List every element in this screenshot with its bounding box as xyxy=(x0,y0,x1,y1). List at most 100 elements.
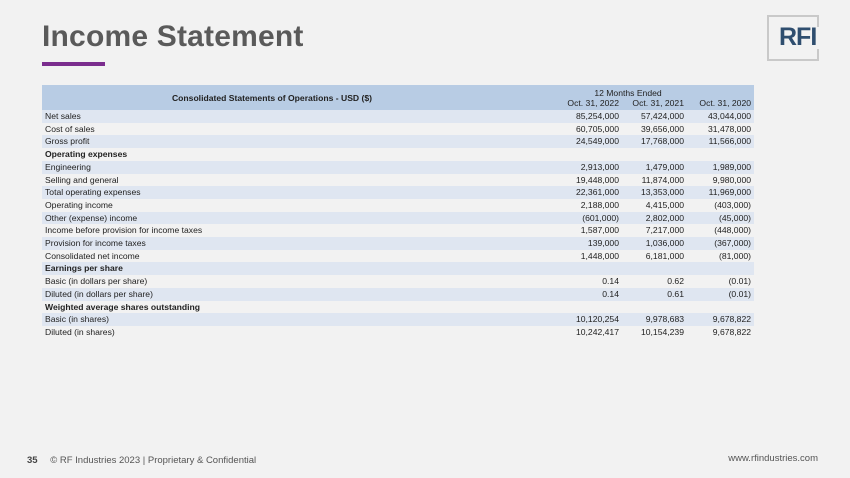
row-value xyxy=(622,262,687,276)
table-row: Income before provision for income taxes… xyxy=(42,224,754,237)
row-value: 43,044,000 xyxy=(687,110,755,123)
table-row: Cost of sales 60,705,000 39,656,000 31,478,… xyxy=(42,123,754,136)
section-header-row: Operating expenses xyxy=(42,148,754,161)
row-value: 57,424,000 xyxy=(622,110,687,123)
table-row: Net sales 85,254,000 57,424,000 43,044,000 xyxy=(42,110,755,123)
rfi-logo: RFI xyxy=(767,15,819,61)
row-value: 0.14 xyxy=(502,287,622,301)
section-header-row: Earnings per share xyxy=(42,262,755,276)
table-row: Basic (in dollars per share) 0.14 0.62 (0.0… xyxy=(42,275,754,288)
copyright-text: © RF Industries 2023 | Proprietary & Con… xyxy=(50,455,257,466)
row-value xyxy=(622,301,687,314)
page-title: Income Statement xyxy=(42,20,304,53)
row-value: 9,678,822 xyxy=(712,326,752,337)
section-header-row: Weighted average shares outstanding xyxy=(42,301,754,314)
title-underline xyxy=(42,62,105,66)
row-label: Cost of sales xyxy=(45,123,95,134)
row-value: 10,154,239 xyxy=(640,326,684,337)
row-value: 11,566,000 xyxy=(687,135,755,149)
column-header-date: Oct. 31, 2020 xyxy=(687,97,755,110)
row-value xyxy=(622,148,687,161)
row-value: 9,678,822 xyxy=(687,313,755,326)
row-value: 60,705,000 xyxy=(575,123,619,134)
row-value: 1,989,000 xyxy=(687,160,755,174)
row-value: 0.14 xyxy=(602,276,619,287)
column-header-date: Oct. 31, 2022 xyxy=(502,97,622,110)
row-value: 9,980,000 xyxy=(712,174,752,185)
row-value xyxy=(502,301,622,314)
logo-text: RFI xyxy=(779,23,817,51)
row-label: Earnings per share xyxy=(42,262,502,276)
row-value: 2,913,000 xyxy=(502,160,622,174)
row-value xyxy=(687,262,755,276)
row-value: 24,549,000 xyxy=(502,135,622,149)
row-value: (367,000) xyxy=(687,237,755,250)
table-row: Provision for income taxes 139,000 1,036,0… xyxy=(42,237,755,250)
row-value: 39,656,000 xyxy=(640,123,684,134)
row-label: Net sales xyxy=(42,110,502,123)
table-row: Selling and general 19,448,000 11,874,000 9… xyxy=(42,174,754,187)
column-header-date: Oct. 31, 2021 xyxy=(622,97,687,110)
row-label: Gross profit xyxy=(42,135,502,149)
row-value: 10,120,254 xyxy=(502,313,622,326)
row-value: (45,000) xyxy=(687,211,755,225)
row-label: Income before provision for income taxes xyxy=(45,225,203,236)
income-statement-table: Consolidated Statements of Operations - … xyxy=(42,85,755,339)
row-value: 2,802,000 xyxy=(622,211,687,225)
table-row: Other (expense) income (601,000) 2,802,000… xyxy=(42,211,755,225)
row-label: Basic (in dollars per share) xyxy=(45,276,148,287)
table-row: Diluted (in shares) 10,242,417 10,154,239 9… xyxy=(42,326,754,339)
row-value: (601,000) xyxy=(502,211,622,225)
table-row: Engineering 2,913,000 1,479,000 1,989,000 xyxy=(42,160,755,174)
row-value: 13,353,000 xyxy=(622,186,687,199)
row-label: Engineering xyxy=(42,160,502,174)
website-url: www.rfindustries.com xyxy=(728,453,818,464)
row-label: Operating expenses xyxy=(45,149,128,160)
row-value: 17,768,000 xyxy=(622,135,687,149)
table-header-title: Consolidated Statements of Operations - … xyxy=(42,85,502,110)
footer-left: 35 © RF Industries 2023 | Proprietary & … xyxy=(27,455,256,466)
row-value: 0.61 xyxy=(622,287,687,301)
row-label: Selling and general xyxy=(45,174,119,185)
table-body: Net sales 85,254,000 57,424,000 43,044,000 C… xyxy=(42,110,755,339)
row-label: Diluted (in shares) xyxy=(45,326,115,337)
row-label: Other (expense) income xyxy=(42,211,502,225)
row-label: Consolidated net income xyxy=(45,250,140,261)
row-value: 1,479,000 xyxy=(622,160,687,174)
row-value: 6,181,000 xyxy=(645,250,684,261)
row-value xyxy=(687,148,754,161)
row-label: Operating income xyxy=(45,199,113,210)
table-header-period: 12 Months Ended xyxy=(502,85,755,98)
row-value: 9,978,683 xyxy=(622,313,687,326)
row-label: Weighted average shares outstanding xyxy=(45,301,201,312)
row-label: Basic (in shares) xyxy=(42,313,502,326)
row-value: (81,000) xyxy=(719,250,752,261)
row-value: (0.01) xyxy=(687,287,755,301)
row-value: 0.62 xyxy=(667,276,684,287)
row-label: Diluted (in dollars per share) xyxy=(42,287,502,301)
row-value: 2,188,000 xyxy=(580,199,619,210)
table-row: Gross profit 24,549,000 17,768,000 11,566,0… xyxy=(42,135,755,149)
table-row: Diluted (in dollars per share) 0.14 0.61 (0… xyxy=(42,287,755,301)
table-row: Consolidated net income 1,448,000 6,181,00… xyxy=(42,250,754,263)
row-value: 10,242,417 xyxy=(575,326,619,337)
row-value xyxy=(502,148,622,161)
row-value: 139,000 xyxy=(502,237,622,250)
row-value: 1,587,000 xyxy=(580,225,619,236)
row-label: Provision for income taxes xyxy=(42,237,502,250)
row-value: 1,036,000 xyxy=(622,237,687,250)
row-label: Total operating expenses xyxy=(42,186,502,199)
row-value: 19,448,000 xyxy=(575,174,619,185)
row-value: 1,448,000 xyxy=(580,250,619,261)
row-value: 4,415,000 xyxy=(645,199,684,210)
page-number: 35 xyxy=(27,455,38,466)
row-value: 7,217,000 xyxy=(645,225,684,236)
table-row: Operating income 2,188,000 4,415,000 (403,0… xyxy=(42,199,754,212)
row-value xyxy=(502,262,622,276)
row-value: (403,000) xyxy=(714,199,752,210)
row-value xyxy=(687,301,754,314)
row-value: 85,254,000 xyxy=(502,110,622,123)
row-value: (448,000) xyxy=(714,225,752,236)
row-value: 11,969,000 xyxy=(687,186,755,199)
row-value: 11,874,000 xyxy=(641,174,684,185)
